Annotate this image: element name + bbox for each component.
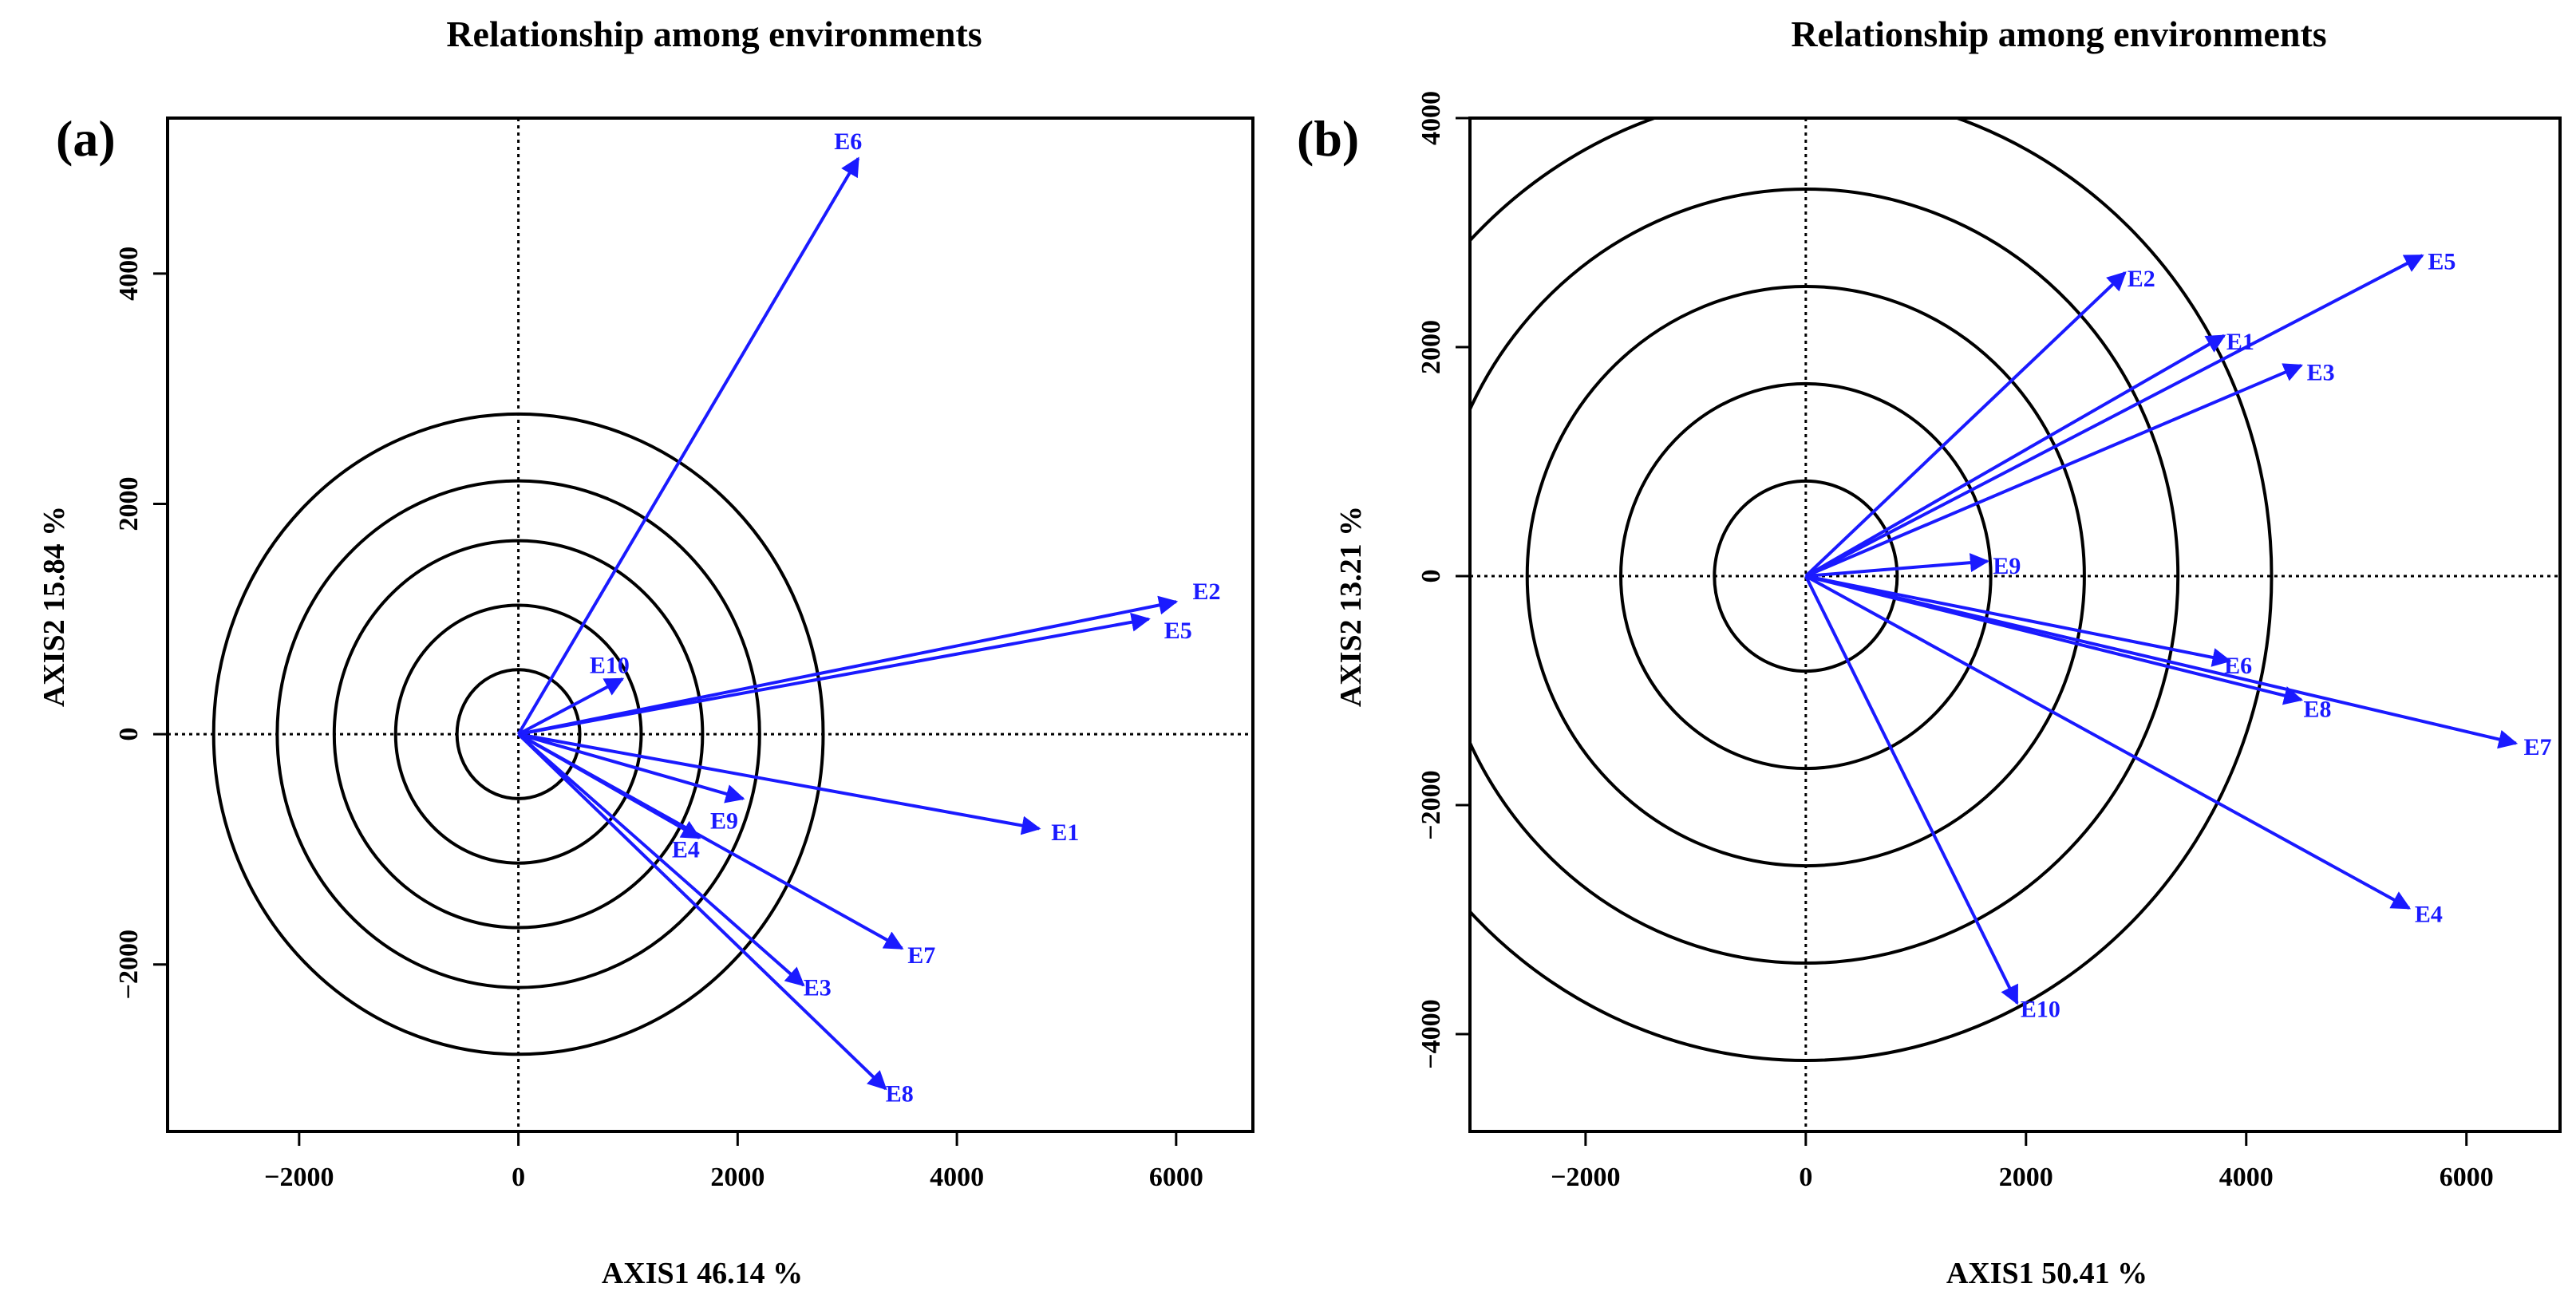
y-tick-label: 0	[1416, 570, 1446, 583]
vector-label: E4	[2415, 901, 2443, 927]
y-tick-label: −4000	[1416, 999, 1446, 1068]
y-tick-label: −2000	[1416, 770, 1446, 839]
concentric-ring	[393, 603, 643, 865]
x-tick-label: 0	[512, 1163, 525, 1192]
vector-e2	[1804, 271, 2127, 578]
vector-label: E8	[886, 1080, 914, 1107]
x-tick-label: 2000	[710, 1163, 765, 1192]
x-tick-label: 0	[1799, 1163, 1812, 1192]
y-tick-label: 4000	[114, 247, 144, 301]
y-tick-label: 0	[114, 728, 144, 741]
plot-frame	[166, 116, 1254, 1133]
chart-title: Relationship among environments	[1791, 14, 2326, 54]
y-axis-label: AXIS2 15.84 %	[38, 506, 71, 707]
vector-e3	[1805, 363, 2303, 578]
vector-e7	[517, 732, 904, 950]
panel-label: (a)	[56, 110, 116, 167]
vector-label: E5	[1164, 618, 1192, 644]
vector-label: E5	[2428, 248, 2455, 274]
vector-label: E6	[834, 128, 862, 155]
y-tick-label: 4000	[1416, 91, 1446, 145]
vector-e9	[518, 732, 745, 804]
vector-label: E4	[672, 836, 700, 863]
vector-label: E9	[710, 807, 738, 834]
vector-e1	[518, 732, 1041, 835]
vector-label: E10	[2021, 996, 2060, 1022]
vector-e1	[1804, 334, 2226, 578]
vector-e10	[1804, 575, 2019, 1005]
vector-e5	[518, 612, 1151, 736]
x-tick-label: −2000	[1551, 1163, 1620, 1192]
vector-e7	[1805, 575, 2519, 749]
panel-label: (b)	[1297, 110, 1359, 167]
ticks: −2000 0 2000 4000 6000 −4000 −2000 0 2000 4000	[1416, 91, 2494, 1192]
chart-title: Relationship among environments	[446, 14, 982, 54]
x-tick-label: 4000	[930, 1163, 984, 1192]
x-tick-label: 2000	[1999, 1163, 2053, 1192]
vector-e3	[517, 732, 805, 987]
chart-panel-b: Relationship among environments (b) AXIS…	[1297, 14, 2562, 1290]
plot-frame	[1468, 116, 2562, 1133]
x-tick-label: 6000	[2440, 1163, 2494, 1192]
vector-label: E8	[2304, 696, 2332, 722]
vector-label: E9	[1993, 553, 2021, 579]
vector-label: E10	[590, 653, 630, 679]
concentric-ring	[1470, 188, 2180, 965]
zero-lines	[168, 118, 1253, 1131]
vector-e5	[1804, 254, 2424, 578]
x-tick-label: 4000	[2219, 1163, 2274, 1192]
vector-label: E1	[1051, 819, 1079, 846]
x-axis-label: AXIS1 46.14 %	[602, 1257, 803, 1290]
vector-label: E2	[1192, 578, 1220, 605]
zero-lines	[1470, 118, 2560, 1131]
vector-e2	[518, 595, 1179, 736]
y-tick-label: 2000	[114, 476, 144, 531]
x-axis-label: AXIS1 50.41 %	[1946, 1257, 2147, 1290]
vector-e8	[517, 732, 887, 1091]
vector-e6	[1805, 575, 2232, 667]
vector-e4	[1804, 575, 2412, 910]
y-tick-label: −2000	[114, 930, 144, 999]
vector-e6	[516, 156, 860, 736]
vector-label: E7	[2523, 734, 2551, 760]
vector-label: E2	[2128, 266, 2155, 292]
vector-e9	[1805, 553, 1989, 578]
ticks: −2000 0 2000 4000 6000 −2000 0 2000 4000	[114, 247, 1203, 1192]
x-tick-label: 6000	[1149, 1163, 1203, 1192]
x-tick-label: −2000	[264, 1163, 334, 1192]
vector-label: E3	[2307, 360, 2335, 386]
y-axis-label: AXIS2 13.21 %	[1334, 506, 1368, 707]
vector-label: E7	[907, 942, 935, 969]
y-tick-label: 2000	[1416, 320, 1446, 374]
chart-panel-a: Relationship among environments (a) AXIS…	[38, 14, 1254, 1290]
vector-label: E3	[804, 975, 832, 1001]
vector-e10	[517, 677, 625, 736]
